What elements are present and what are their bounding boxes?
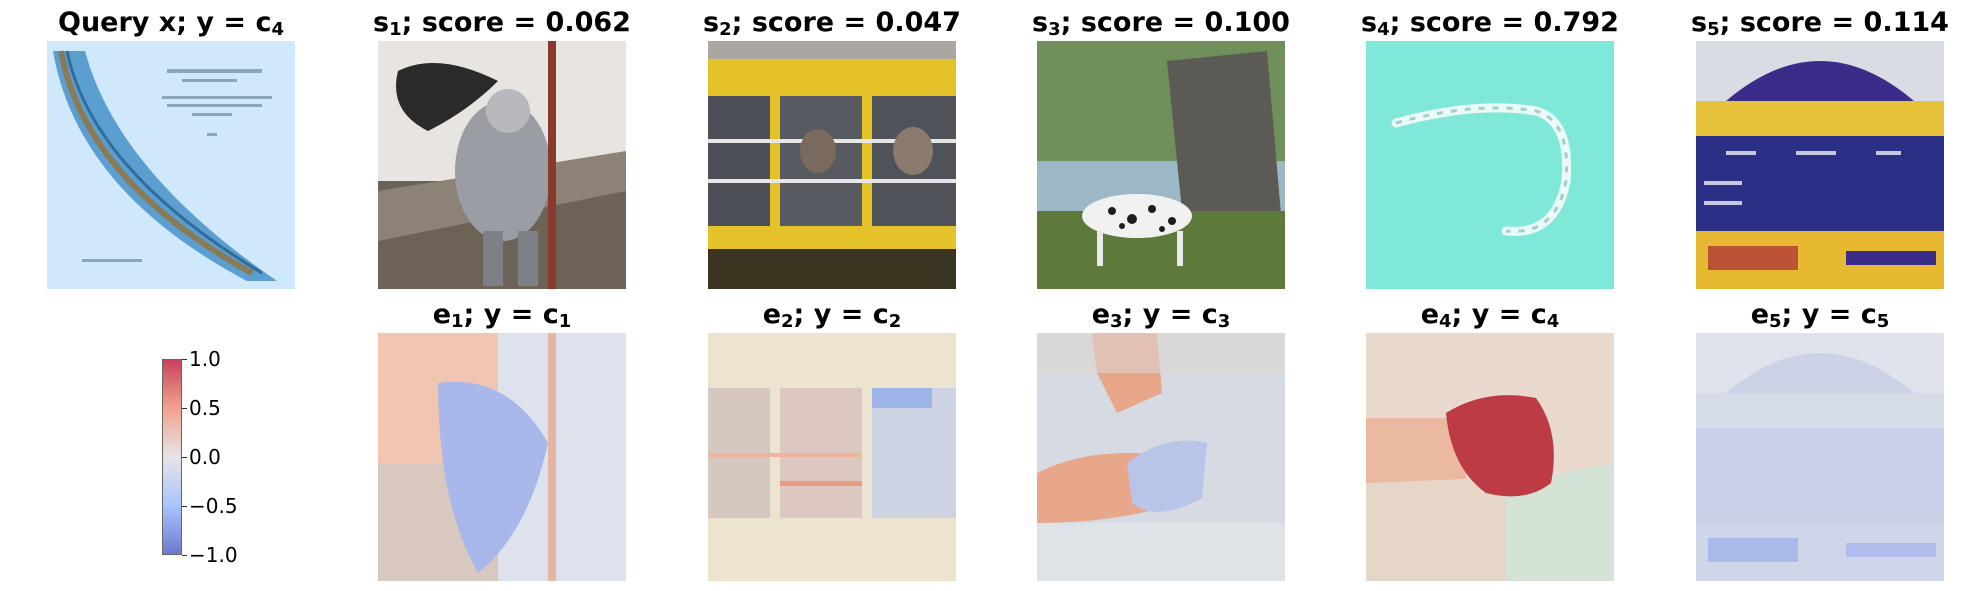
sample-title-5: s5; score = 0.114 [1691,9,1949,39]
colorbar-tick-mark [182,555,187,556]
query-image [47,41,295,289]
sample-image-4 [1366,41,1614,289]
query-title-text: Query x; y = c [58,7,272,38]
explanation-heatmap-3 [1037,333,1285,581]
sample-title-4: s4; score = 0.792 [1361,9,1619,39]
colorbar-tick-mark [182,506,187,507]
sample-score: ; score = 0.062 [401,7,631,38]
explanation-class-index: 1 [558,311,572,332]
sample-score: ; score = 0.100 [1060,7,1290,38]
explanation-class-index: 3 [1217,311,1231,332]
sample-image-3 [1037,41,1285,289]
explanation-index: 4 [1439,311,1452,332]
explanation-label: e [762,299,782,330]
explanation-title-3: e3; y = c3 [1092,301,1231,331]
explanation-title-2: e2; y = c2 [763,301,902,331]
explanation-title-4: e4; y = c4 [1421,301,1560,331]
explanation-class: ; y = c [463,299,559,330]
colorbar [162,359,182,555]
explanation-index: 5 [1769,311,1782,332]
explanation-index: 1 [451,311,464,332]
colorbar-tick-mark [182,457,187,458]
colorbar-tick-label: 0.5 [189,396,221,420]
explanation-title-1: e1; y = c1 [433,301,572,331]
query-title-sub: 4 [271,19,284,40]
sample-score: ; score = 0.114 [1719,7,1949,38]
sample-title-2: s2; score = 0.047 [703,9,961,39]
explanation-index: 3 [1110,311,1123,332]
sample-index: 4 [1377,19,1390,40]
sample-index: 1 [389,19,402,40]
explanation-class-index: 5 [1876,311,1890,332]
explanation-label: e [1091,299,1111,330]
sample-image-2 [708,41,956,289]
sample-index: 3 [1048,19,1061,40]
explanation-label: e [1420,299,1440,330]
sample-label: s [1691,7,1708,38]
query-title: Query x; y = c4 [58,9,284,39]
colorbar-tick-mark [182,359,187,360]
explanation-label: e [1750,299,1770,330]
sample-label: s [1361,7,1378,38]
explanation-title-5: e5; y = c5 [1751,301,1890,331]
explanation-index: 2 [781,311,794,332]
sample-index: 5 [1707,19,1720,40]
sample-title-1: s1; score = 0.062 [373,9,631,39]
explanation-class: ; y = c [1122,299,1218,330]
colorbar-tick-label: −1.0 [189,543,238,567]
sample-image-5 [1696,41,1944,289]
explanation-class-index: 2 [888,311,902,332]
sample-label: s [1032,7,1049,38]
explanation-class: ; y = c [1451,299,1547,330]
explanation-class: ; y = c [793,299,889,330]
colorbar-tick-label: 0.0 [189,445,221,469]
sample-score: ; score = 0.792 [1389,7,1619,38]
sample-label: s [703,7,720,38]
explanation-heatmap-5 [1696,333,1944,581]
sample-index: 2 [719,19,732,40]
sample-title-3: s3; score = 0.100 [1032,9,1290,39]
explanation-heatmap-4 [1366,333,1614,581]
explanation-class: ; y = c [1781,299,1877,330]
explanation-heatmap-1 [378,333,626,581]
sample-label: s [373,7,390,38]
explanation-label: e [432,299,452,330]
explanation-heatmap-2 [708,333,956,581]
colorbar-tick-label: 1.0 [189,347,221,371]
sample-image-1 [378,41,626,289]
colorbar-tick-mark [182,408,187,409]
sample-score: ; score = 0.047 [731,7,961,38]
explanation-class-index: 4 [1546,311,1560,332]
colorbar-tick-label: −0.5 [189,494,238,518]
